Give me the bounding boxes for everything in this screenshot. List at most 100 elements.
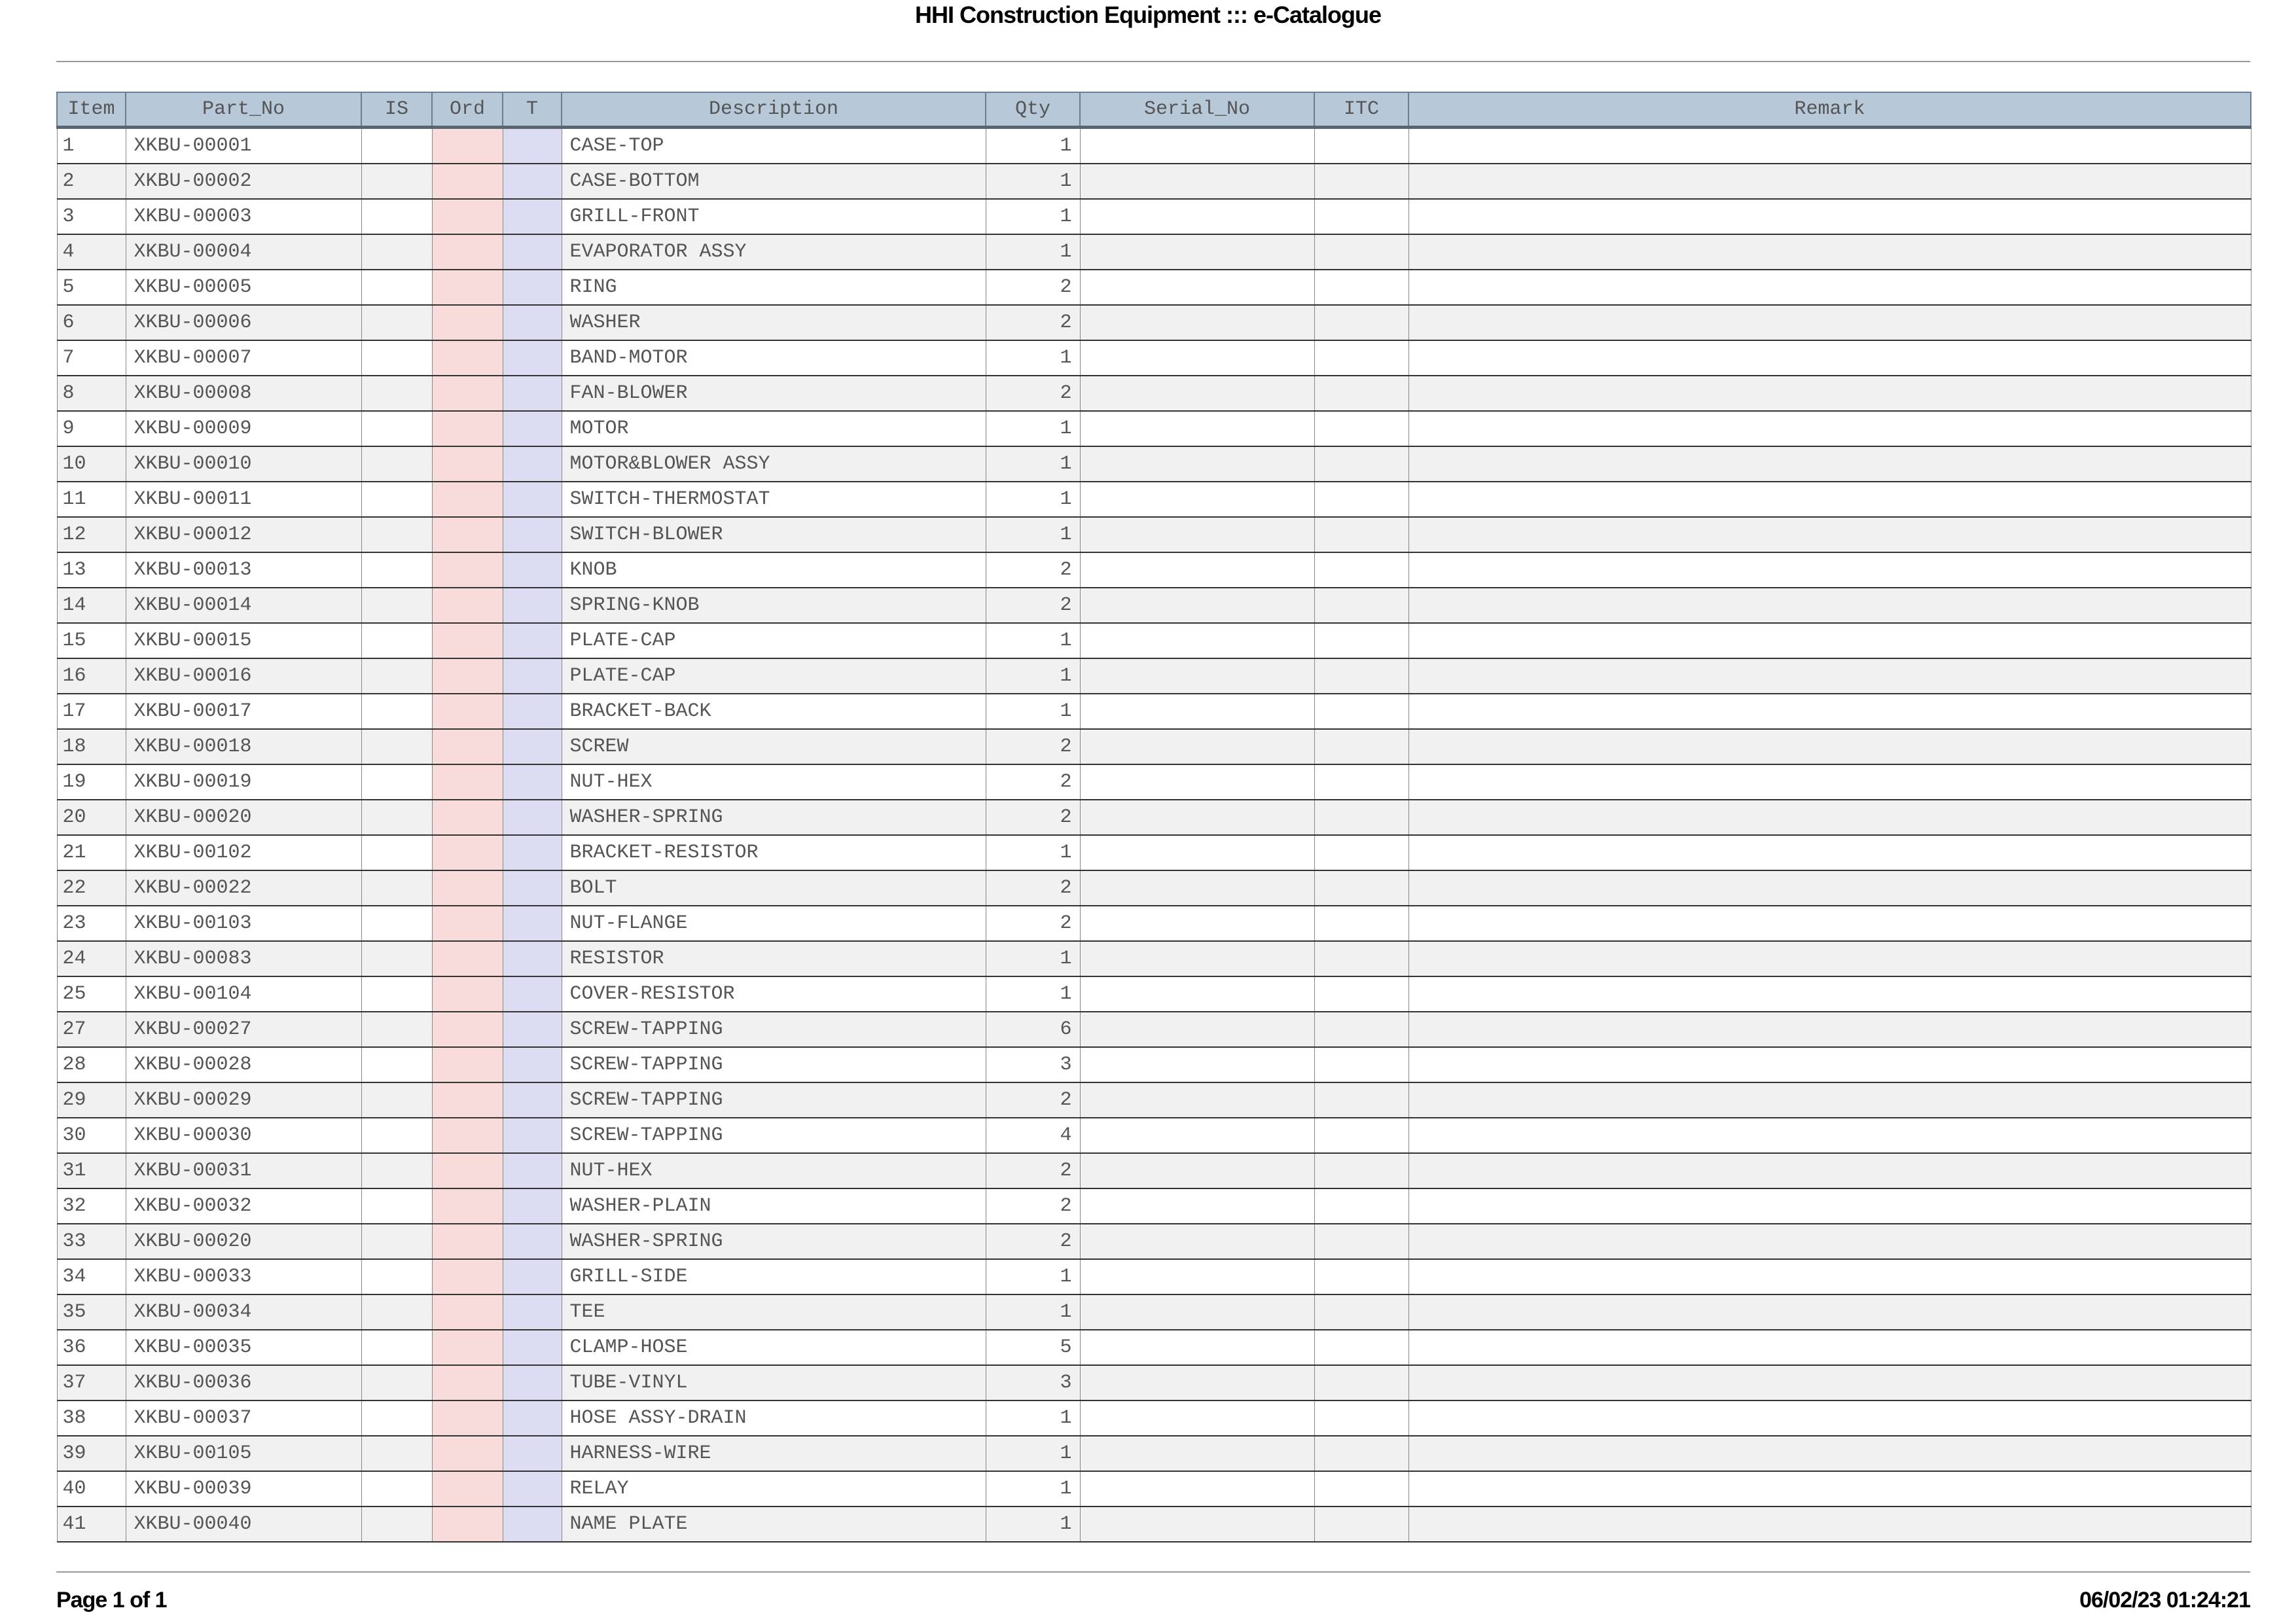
cell-item: 18 <box>56 728 126 765</box>
table-row[interactable]: 28 XKBU-00028 SCREW-TAPPING 3 <box>56 1046 2251 1083</box>
table-row[interactable]: 7 XKBU-00007 BAND-MOTOR 1 <box>56 340 2251 376</box>
table-row[interactable]: 24 XKBU-00083 RESISTOR 1 <box>56 940 2251 977</box>
table-row[interactable]: 36 XKBU-00035 CLAMP-HOSE 5 <box>56 1329 2251 1366</box>
cell-t <box>502 587 562 624</box>
cell-is <box>361 1046 433 1083</box>
table-row[interactable]: 1 XKBU-00001 CASE-TOP 1 <box>56 127 2251 164</box>
table-row[interactable]: 15 XKBU-00015 PLATE-CAP 1 <box>56 622 2251 659</box>
table-row[interactable]: 25 XKBU-00104 COVER-RESISTOR 1 <box>56 976 2251 1012</box>
cell-serial-no <box>1079 234 1315 270</box>
cell-item: 10 <box>56 446 126 482</box>
table-row[interactable]: 18 XKBU-00018 SCREW 2 <box>56 728 2251 765</box>
table-row[interactable]: 33 XKBU-00020 WASHER-SPRING 2 <box>56 1223 2251 1260</box>
cell-is <box>361 1364 433 1401</box>
cell-itc <box>1314 1188 1409 1224</box>
cell-is <box>361 799 433 836</box>
table-row[interactable]: 10 XKBU-00010 MOTOR&BLOWER ASSY 1 <box>56 446 2251 482</box>
table-row[interactable]: 21 XKBU-00102 BRACKET-RESISTOR 1 <box>56 834 2251 871</box>
cell-serial-no <box>1079 834 1315 871</box>
cell-qty: 5 <box>985 1329 1081 1366</box>
table-row[interactable]: 16 XKBU-00016 PLATE-CAP 1 <box>56 658 2251 694</box>
cell-item: 12 <box>56 516 126 553</box>
cell-remark <box>1408 870 2251 906</box>
cell-remark <box>1408 1082 2251 1118</box>
cell-item: 34 <box>56 1258 126 1295</box>
cell-t <box>502 1011 562 1048</box>
table-row[interactable]: 9 XKBU-00009 MOTOR 1 <box>56 410 2251 447</box>
column-header-serial-no[interactable]: Serial_No <box>1079 92 1315 129</box>
table-row[interactable]: 4 XKBU-00004 EVAPORATOR ASSY 1 <box>56 234 2251 270</box>
cell-qty: 1 <box>985 976 1081 1012</box>
table-row[interactable]: 40 XKBU-00039 RELAY 1 <box>56 1471 2251 1507</box>
table-row[interactable]: 5 XKBU-00005 RING 2 <box>56 269 2251 306</box>
cell-itc <box>1314 1258 1409 1295</box>
cell-part-no: XKBU-00040 <box>125 1506 362 1543</box>
cell-itc <box>1314 234 1409 270</box>
cell-item: 8 <box>56 375 126 412</box>
cell-ord <box>431 198 503 235</box>
cell-qty: 6 <box>985 1011 1081 1048</box>
cell-ord <box>431 870 503 906</box>
table-row[interactable]: 11 XKBU-00011 SWITCH-THERMOSTAT 1 <box>56 481 2251 518</box>
column-header-part-no[interactable]: Part_No <box>125 92 362 129</box>
cell-ord <box>431 234 503 270</box>
cell-serial-no <box>1079 1011 1315 1048</box>
cell-is <box>361 234 433 270</box>
column-header-qty[interactable]: Qty <box>985 92 1081 129</box>
table-row[interactable]: 31 XKBU-00031 NUT-HEX 2 <box>56 1152 2251 1189</box>
cell-is <box>361 693 433 730</box>
column-header-ord[interactable]: Ord <box>431 92 503 129</box>
cell-ord <box>431 622 503 659</box>
table-row[interactable]: 22 XKBU-00022 BOLT 2 <box>56 870 2251 906</box>
cell-t <box>502 1258 562 1295</box>
cell-item: 36 <box>56 1329 126 1366</box>
cell-description: COVER-RESISTOR <box>561 976 986 1012</box>
column-header-t[interactable]: T <box>502 92 562 129</box>
cell-itc <box>1314 764 1409 800</box>
cell-itc <box>1314 622 1409 659</box>
cell-item: 23 <box>56 905 126 942</box>
table-row[interactable]: 34 XKBU-00033 GRILL-SIDE 1 <box>56 1258 2251 1295</box>
cell-remark <box>1408 410 2251 447</box>
cell-ord <box>431 799 503 836</box>
table-row[interactable]: 20 XKBU-00020 WASHER-SPRING 2 <box>56 799 2251 836</box>
table-row[interactable]: 17 XKBU-00017 BRACKET-BACK 1 <box>56 693 2251 730</box>
cell-qty: 2 <box>985 269 1081 306</box>
table-row[interactable]: 2 XKBU-00002 CASE-BOTTOM 1 <box>56 163 2251 200</box>
table-row[interactable]: 35 XKBU-00034 TEE 1 <box>56 1294 2251 1330</box>
table-row[interactable]: 38 XKBU-00037 HOSE ASSY-DRAIN 1 <box>56 1400 2251 1436</box>
cell-itc <box>1314 1046 1409 1083</box>
cell-remark <box>1408 1329 2251 1366</box>
table-row[interactable]: 30 XKBU-00030 SCREW-TAPPING 4 <box>56 1117 2251 1154</box>
table-row[interactable]: 27 XKBU-00027 SCREW-TAPPING 6 <box>56 1011 2251 1048</box>
cell-description: SCREW-TAPPING <box>561 1082 986 1118</box>
column-header-is[interactable]: IS <box>361 92 433 129</box>
cell-remark <box>1408 481 2251 518</box>
cell-qty: 1 <box>985 1471 1081 1507</box>
cell-t <box>502 516 562 553</box>
table-row[interactable]: 14 XKBU-00014 SPRING-KNOB 2 <box>56 587 2251 624</box>
table-row[interactable]: 19 XKBU-00019 NUT-HEX 2 <box>56 764 2251 800</box>
cell-itc <box>1314 269 1409 306</box>
cell-serial-no <box>1079 410 1315 447</box>
table-row[interactable]: 6 XKBU-00006 WASHER 2 <box>56 304 2251 341</box>
table-row[interactable]: 8 XKBU-00008 FAN-BLOWER 2 <box>56 375 2251 412</box>
column-header-itc[interactable]: ITC <box>1314 92 1409 129</box>
table-row[interactable]: 3 XKBU-00003 GRILL-FRONT 1 <box>56 198 2251 235</box>
table-row[interactable]: 12 XKBU-00012 SWITCH-BLOWER 1 <box>56 516 2251 553</box>
column-header-item[interactable]: Item <box>56 92 126 129</box>
column-header-remark[interactable]: Remark <box>1408 92 2251 129</box>
table-row[interactable]: 39 XKBU-00105 HARNESS-WIRE 1 <box>56 1435 2251 1472</box>
table-row[interactable]: 13 XKBU-00013 KNOB 2 <box>56 552 2251 588</box>
table-row[interactable]: 23 XKBU-00103 NUT-FLANGE 2 <box>56 905 2251 942</box>
cell-remark <box>1408 1188 2251 1224</box>
cell-qty: 2 <box>985 799 1081 836</box>
table-row[interactable]: 41 XKBU-00040 NAME PLATE 1 <box>56 1506 2251 1543</box>
cell-qty: 1 <box>985 340 1081 376</box>
cell-itc <box>1314 410 1409 447</box>
table-row[interactable]: 37 XKBU-00036 TUBE-VINYL 3 <box>56 1364 2251 1401</box>
cell-item: 27 <box>56 1011 126 1048</box>
table-row[interactable]: 32 XKBU-00032 WASHER-PLAIN 2 <box>56 1188 2251 1224</box>
column-header-description[interactable]: Description <box>561 92 986 129</box>
table-row[interactable]: 29 XKBU-00029 SCREW-TAPPING 2 <box>56 1082 2251 1118</box>
